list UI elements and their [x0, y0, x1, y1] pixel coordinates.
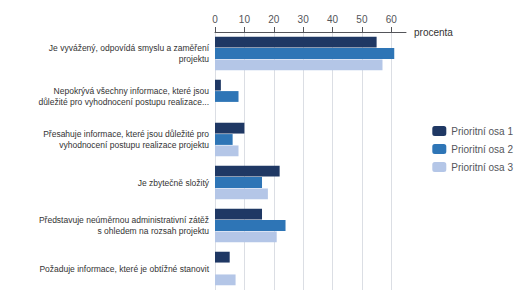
- svg-text:Přesahuje informace, které jso: Přesahuje informace, které jsou důležité…: [43, 129, 209, 139]
- svg-text:Představuje neúměrnou administ: Představuje neúměrnou administrativní zá…: [39, 215, 209, 225]
- svg-text:Nepokrývá všechny informace, k: Nepokrývá všechny informace, které jsou: [54, 86, 210, 96]
- svg-text:Požaduje informace, které je o: Požaduje informace, které je obtížné sta…: [39, 264, 209, 274]
- svg-text:0: 0: [212, 14, 218, 25]
- svg-text:Prioritní osa 2: Prioritní osa 2: [451, 144, 513, 155]
- svg-text:důležité pro vyhodnocení postu: důležité pro vyhodnocení postupu realiza…: [38, 97, 209, 107]
- svg-text:projektu: projektu: [179, 54, 210, 64]
- svg-text:Prioritní osa 1: Prioritní osa 1: [451, 126, 513, 137]
- svg-text:Prioritní osa 3: Prioritní osa 3: [451, 162, 513, 173]
- svg-text:20: 20: [268, 14, 280, 25]
- svg-text:40: 40: [327, 14, 339, 25]
- svg-text:10: 10: [239, 14, 251, 25]
- svg-text:vyhodnocení postupu realizace: vyhodnocení postupu realizace projektu: [59, 140, 209, 150]
- svg-text:60: 60: [386, 14, 398, 25]
- svg-text:procenta: procenta: [414, 27, 453, 38]
- svg-text:Je vyvážený, odpovídá smyslu a: Je vyvážený, odpovídá smyslu a zaměření: [49, 43, 210, 53]
- svg-text:50: 50: [356, 14, 368, 25]
- svg-text:30: 30: [298, 14, 310, 25]
- svg-text:s ohledem na rozsah projektu: s ohledem na rozsah projektu: [97, 226, 209, 236]
- svg-text:Je zbytečně složitý: Je zbytečně složitý: [138, 178, 210, 188]
